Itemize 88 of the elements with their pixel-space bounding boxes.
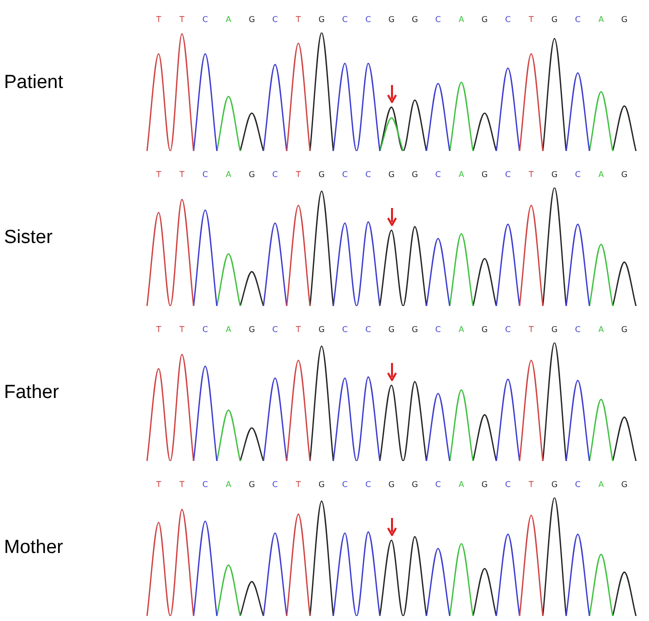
x-tick-label: C [505, 169, 512, 178]
x-tick-label: G [621, 479, 628, 488]
x-tick-label: G [248, 14, 255, 24]
x-tick-label: C [272, 324, 278, 334]
x-tick-label: G [388, 479, 395, 488]
x-tick-label: A [226, 14, 232, 24]
x-tick-label: T [294, 14, 301, 24]
x-tick-label: C [272, 169, 278, 178]
x-tick-label: G [248, 479, 255, 488]
x-tick-label: C [505, 324, 512, 334]
x-tick-label: C [574, 479, 581, 488]
x-tick-label: C [365, 169, 372, 178]
x-tick-label: C [202, 479, 208, 488]
x-tick-label: T [528, 479, 534, 488]
x-tick-label: C [365, 324, 372, 334]
x-tick-label: T [155, 479, 162, 488]
x-tick-label: C [435, 479, 442, 488]
y-axis-title: Patient [4, 70, 64, 94]
x-tick-label: G [482, 324, 488, 334]
x-tick-label: C [435, 14, 442, 24]
x-tick-label: G [318, 14, 325, 24]
x-tick-label: G [551, 14, 558, 24]
x-tick-label: T [178, 324, 184, 334]
x-tick-label: A [458, 169, 465, 178]
x-tick-label: C [574, 324, 581, 334]
y-axis-title: Father [4, 380, 60, 404]
x-tick-label: T [155, 14, 162, 24]
y-axis-title: Sister [4, 226, 54, 248]
x-tick-label: T [294, 324, 301, 334]
x-tick-label: A [226, 169, 232, 178]
x-tick-label: G [621, 169, 628, 178]
x-tick-label: C [342, 169, 348, 178]
x-tick-label: A [226, 479, 232, 488]
x-tick-label: G [318, 324, 325, 334]
x-tick-label: T [178, 479, 184, 488]
x-tick-label: C [342, 324, 348, 334]
x-tick-label: C [365, 479, 372, 488]
x-tick-label: C [505, 479, 512, 488]
x-tick-label: C [505, 14, 512, 24]
x-tick-label: G [412, 479, 418, 488]
x-tick-label: A [598, 14, 604, 24]
x-tick-label: T [155, 324, 162, 334]
x-tick-label: G [482, 14, 488, 24]
x-tick-label: C [342, 14, 348, 24]
x-tick-label: C [342, 479, 348, 488]
x-tick-label: G [551, 169, 558, 178]
x-tick-label: T [528, 14, 534, 24]
x-tick-label: C [202, 324, 208, 334]
x-tick-label: G [318, 169, 325, 178]
x-tick-label: C [435, 324, 442, 334]
x-tick-label: G [412, 14, 418, 24]
x-tick-label: G [412, 324, 418, 334]
x-tick-label: T [294, 169, 301, 178]
x-tick-label: C [574, 169, 581, 178]
x-tick-label: G [248, 324, 255, 334]
x-tick-label: C [272, 14, 278, 24]
x-tick-label: G [248, 169, 255, 178]
x-tick-label: T [155, 169, 162, 178]
x-tick-label: C [272, 479, 278, 488]
y-axis-title: Mother [4, 536, 64, 558]
x-tick-label: A [458, 324, 465, 334]
x-tick-label: G [388, 169, 395, 178]
x-tick-label: A [458, 14, 465, 24]
x-tick-label: T [528, 324, 534, 334]
x-tick-label: C [365, 14, 372, 24]
x-tick-label: C [574, 14, 581, 24]
x-tick-label: C [435, 169, 442, 178]
x-tick-label: T [178, 169, 184, 178]
x-tick-label: T [528, 169, 534, 178]
x-tick-label: G [551, 479, 558, 488]
x-tick-label: A [226, 324, 232, 334]
x-tick-label: A [598, 169, 604, 178]
x-tick-label: G [388, 14, 395, 24]
x-tick-label: G [482, 479, 488, 488]
x-tick-label: C [202, 169, 208, 178]
x-tick-label: T [178, 14, 184, 24]
x-tick-label: G [412, 169, 418, 178]
x-tick-label: A [458, 479, 465, 488]
x-tick-label: T [294, 479, 301, 488]
x-tick-label: C [202, 14, 208, 24]
x-tick-label: A [598, 324, 604, 334]
x-tick-label: A [598, 479, 604, 488]
x-tick-label: G [621, 324, 628, 334]
x-tick-label: G [551, 324, 558, 334]
x-tick-label: G [388, 324, 395, 334]
x-tick-label: G [318, 479, 325, 488]
x-tick-label: G [621, 14, 628, 24]
x-tick-label: G [482, 169, 488, 178]
